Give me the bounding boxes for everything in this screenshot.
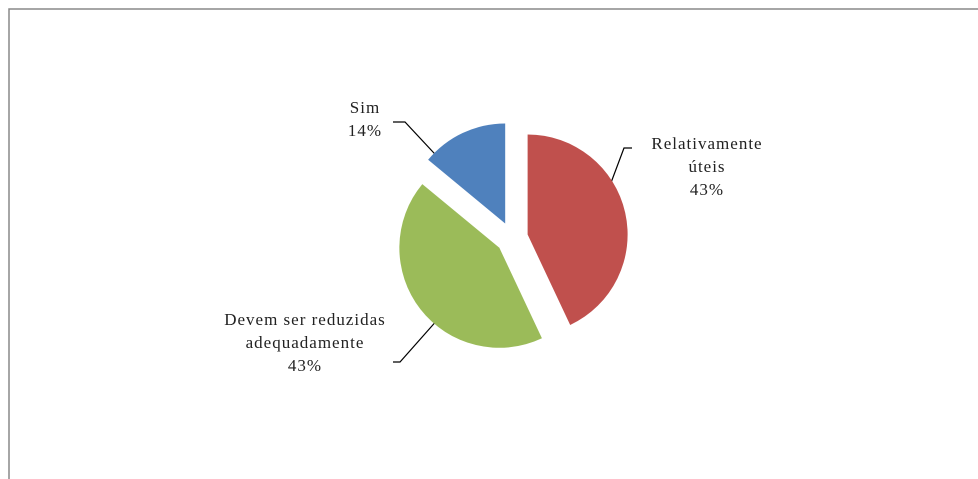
value-label: 43%	[287, 356, 323, 375]
value-label: 14%	[347, 121, 383, 140]
pie-slice	[399, 184, 542, 348]
category-name: Devem ser reduzidas adequadamente	[224, 310, 386, 352]
leader-line	[605, 147, 632, 197]
category-name: Relativamente úteis	[651, 134, 763, 176]
pie-slice	[428, 123, 506, 224]
slice-label: Devem ser reduzidas adequadamente 43%	[215, 308, 395, 377]
category-name: Sim	[349, 98, 381, 117]
leader-lines	[393, 121, 632, 363]
slice-label: Relativamente úteis 43%	[632, 132, 782, 201]
leader-line	[393, 317, 440, 363]
leader-line	[393, 121, 448, 168]
slice-label: Sim 14%	[320, 96, 410, 142]
frame	[8, 8, 978, 479]
pie-slice	[527, 134, 628, 325]
value-label: 43%	[689, 180, 725, 199]
